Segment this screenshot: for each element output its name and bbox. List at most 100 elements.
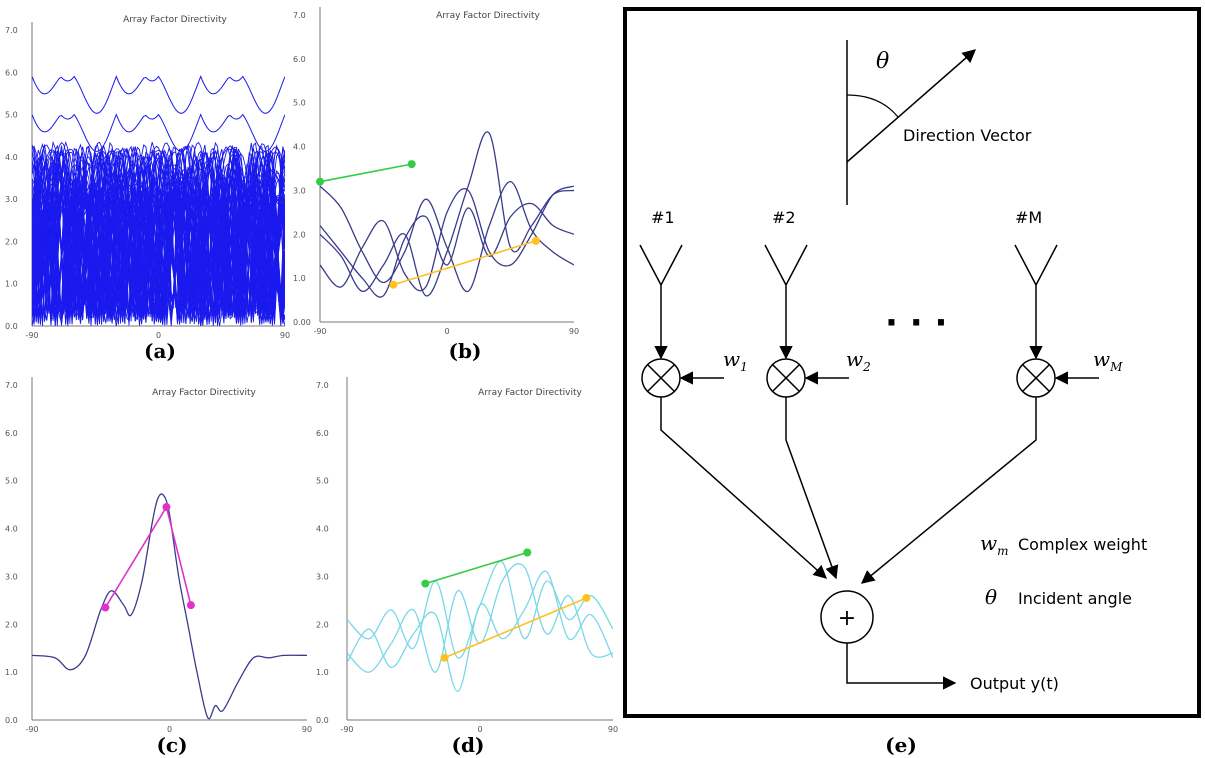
y-tick-label: 2.0 — [5, 620, 18, 629]
signal-line-m — [860, 397, 1037, 584]
y-tick-label: 3.0 — [5, 195, 18, 204]
antenna-1: #1 w1 — [639, 208, 828, 579]
legend-theta-symbol: θ — [985, 585, 997, 609]
series-line — [32, 145, 285, 324]
x-tick-label: 90 — [608, 725, 618, 734]
antenna-1-label: #1 — [651, 208, 675, 227]
marker-point — [162, 503, 171, 512]
chart-title: Array Factor Directivity — [152, 388, 256, 398]
x-tick-label: 0 — [444, 327, 449, 336]
chart-panel-c: Array Factor Directivity 0.0 1.0 2.0 3.0 4.0 5… — [5, 377, 312, 757]
weight-2-label: w2 — [846, 347, 871, 374]
diagram-frame — [623, 7, 1201, 718]
multiplier-2-cross — [772, 364, 800, 392]
chart-title: Array Factor Directivity — [123, 15, 227, 25]
angle-arc — [846, 94, 899, 118]
chart-panel-a: Array Factor Directivity 0.0 1.0 2.0 3.0 4.0 5… — [5, 15, 290, 363]
y-tick-label: 4.0 — [5, 153, 18, 162]
caption: (b) — [449, 339, 482, 363]
signal-line-1 — [660, 397, 828, 579]
summer-symbol: + — [838, 606, 856, 631]
x-tick-label: 90 — [302, 725, 312, 734]
antenna-2: #2 w2 — [764, 208, 871, 580]
series-group — [32, 75, 285, 326]
y-tick-label: 5.0 — [5, 477, 18, 486]
weight-m-label: wM — [1093, 347, 1123, 374]
x-tick-label: -90 — [340, 725, 353, 734]
y-tick-label: 7.0 — [316, 381, 329, 390]
marker-segment — [104, 504, 192, 608]
series-line — [32, 493, 307, 720]
y-tick-label: 1.0 — [5, 280, 18, 289]
marker-point — [440, 653, 449, 662]
theta-label: θ — [876, 49, 889, 74]
y-tick-label: 1.0 — [316, 668, 329, 677]
y-tick-label: 1.0 — [5, 668, 18, 677]
y-tick-label: 0.0 — [5, 716, 18, 725]
output-arrow — [846, 643, 957, 690]
chart-title: Array Factor Directivity — [436, 11, 540, 21]
y-tick-label: 7.0 — [5, 381, 18, 390]
legend-weight-text: Complex weight — [1018, 535, 1147, 554]
y-tick-label: 4.0 — [316, 525, 329, 534]
y-tick-label: 5.0 — [293, 99, 306, 108]
direction-vector-label: Direction Vector — [903, 126, 1032, 145]
series-line — [320, 185, 574, 292]
antenna-m-label: #M — [1015, 208, 1042, 227]
marker-segment — [393, 240, 537, 286]
y-tick-label: 0.00 — [293, 318, 311, 327]
multiplier-1-cross — [647, 364, 675, 392]
direction-vector-arrow — [846, 49, 977, 163]
chart-panel-b: Array Factor Directivity 0.00 1.0 2.0 3.0 4.0… — [293, 7, 579, 363]
series-line — [32, 143, 285, 326]
series-line — [347, 570, 613, 692]
chart-panel-d: Array Factor Directivity 0.0 1.0 2.0 3.0 4.0 5… — [316, 377, 618, 757]
antenna-2-icon — [764, 244, 808, 358]
caption: (c) — [156, 733, 187, 757]
series-line — [32, 152, 285, 326]
antenna-1-icon — [639, 244, 683, 358]
y-tick-label: 6.0 — [316, 429, 329, 438]
multiplier-m-cross — [1022, 364, 1050, 392]
antenna-m: #M wM — [860, 208, 1123, 584]
x-tick-label: -90 — [25, 331, 38, 340]
y-tick-label: 0.0 — [316, 716, 329, 725]
envelope-line — [32, 75, 285, 114]
y-tick-label: 2.0 — [293, 230, 306, 239]
y-tick-label: 7.0 — [5, 26, 18, 35]
x-tick-label: -90 — [25, 725, 38, 734]
x-tick-label: 90 — [280, 331, 290, 340]
marker-segment — [444, 597, 587, 659]
marker-point — [582, 593, 591, 602]
y-tick-label: 3.0 — [316, 572, 329, 581]
x-tick-label: -90 — [313, 327, 326, 336]
series-line — [320, 131, 574, 297]
marker-point — [407, 160, 416, 169]
series-line — [320, 202, 574, 298]
y-tick-label: 3.0 — [293, 186, 306, 195]
marker-segment — [319, 163, 412, 183]
antenna-m-icon — [1014, 244, 1058, 358]
x-tick-label: 0 — [167, 725, 172, 734]
chart-title: Array Factor Directivity — [478, 388, 582, 398]
y-tick-label: 0.0 — [5, 322, 18, 331]
y-tick-label: 1.0 — [293, 274, 306, 283]
y-tick-label: 3.0 — [5, 572, 18, 581]
marker-point — [523, 548, 532, 557]
caption: (a) — [144, 339, 176, 363]
series-group — [320, 131, 574, 298]
y-tick-label: 4.0 — [293, 143, 306, 152]
signal-line-2 — [785, 397, 839, 580]
series-line — [320, 181, 574, 292]
marker-point — [531, 236, 540, 245]
y-tick-label: 6.0 — [293, 55, 306, 64]
series-line — [32, 146, 285, 320]
legend-theta-text: Incident angle — [1018, 589, 1132, 608]
y-tick-label: 5.0 — [316, 477, 329, 486]
y-tick-label: 2.0 — [5, 237, 18, 246]
series-group — [347, 561, 613, 692]
y-tick-label: 7.0 — [293, 11, 306, 20]
marker-point — [421, 579, 430, 588]
marker-point — [186, 601, 195, 610]
